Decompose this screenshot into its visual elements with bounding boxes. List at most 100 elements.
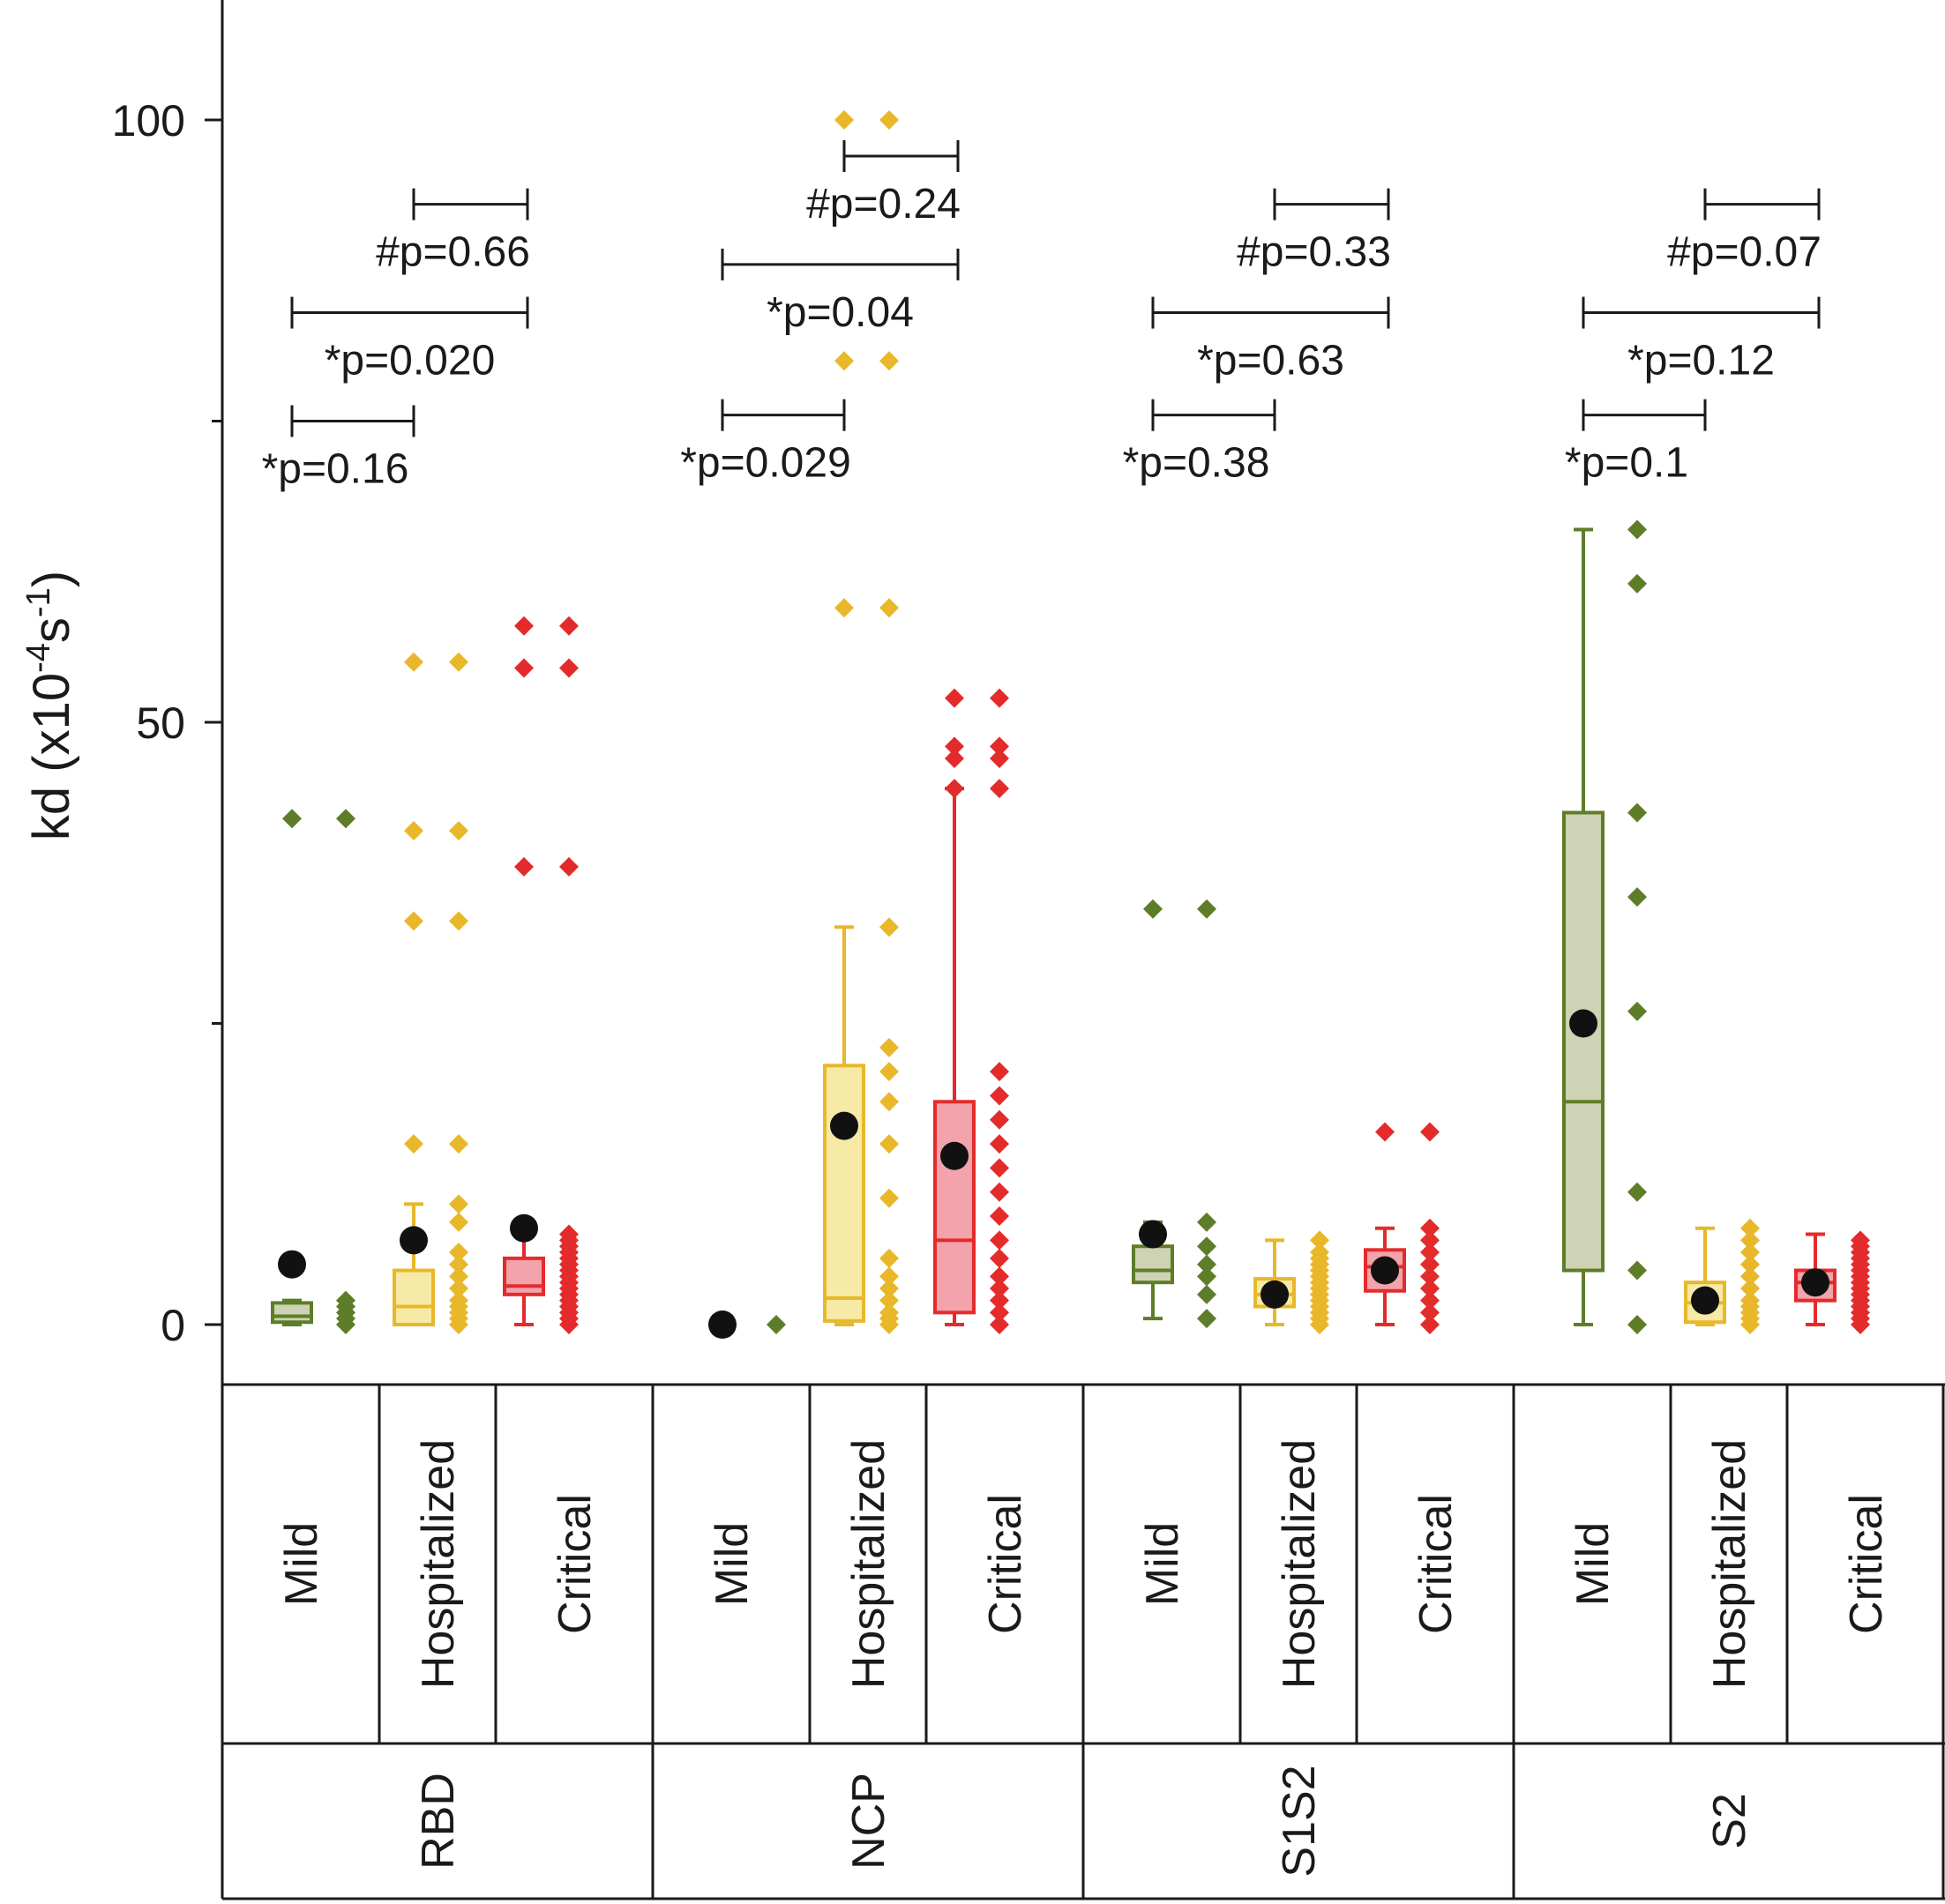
data-point xyxy=(990,1062,1009,1082)
comparison-bracket: *p=0.1 xyxy=(1565,399,1707,487)
group-s2-hospitalized: Hospitalized xyxy=(1684,1218,1760,1689)
group-s1s2-critical: Critical xyxy=(1364,1122,1462,1634)
data-point xyxy=(990,1086,1009,1106)
y-axis-title-end: ) xyxy=(23,571,80,587)
data-point xyxy=(990,1248,1009,1268)
outlier-point xyxy=(990,688,1009,708)
data-point xyxy=(879,1092,899,1112)
data-point xyxy=(449,1290,468,1310)
data-point xyxy=(1197,1212,1216,1232)
data-point xyxy=(1627,519,1647,540)
data-point xyxy=(449,1212,468,1232)
y-tick-label: 0 xyxy=(161,1301,185,1350)
group-ncp-hospitalized: Hospitalized xyxy=(823,110,899,1689)
data-point xyxy=(990,1290,1009,1310)
antigen-section-rbd: RBD Mild Hospitalized Critical *p=0.16 *p=0.0… xyxy=(262,188,601,1870)
group-label: Hospitalized xyxy=(413,1439,464,1689)
y-axis-title: kd (x10-4s-1) xyxy=(20,571,80,840)
mean-marker xyxy=(1801,1268,1829,1297)
antigen-section-ncp: NCP Mild Hospitalized Critical *p=0.029 *p=0.… xyxy=(651,110,1031,1899)
group-s2-critical: Critical xyxy=(1794,1230,1892,1634)
data-point xyxy=(1420,1303,1440,1323)
p-value-label: *p=0.020 xyxy=(325,338,496,385)
outlier-point xyxy=(990,748,1009,768)
y-axis-title-mid: s xyxy=(23,617,80,643)
outlier-point xyxy=(1197,899,1216,919)
data-point xyxy=(1420,1266,1440,1287)
data-point xyxy=(1740,1230,1760,1251)
iqr-box xyxy=(393,1268,435,1327)
data-point xyxy=(879,1266,899,1287)
data-point xyxy=(1197,1236,1216,1257)
data-point xyxy=(1627,573,1647,594)
data-point xyxy=(990,1230,1009,1251)
outlier-point xyxy=(945,688,964,708)
data-point xyxy=(879,1248,899,1268)
data-point xyxy=(1420,1315,1440,1334)
p-value-label: #p=0.33 xyxy=(1237,229,1391,276)
group-s2-mild: Mild xyxy=(1562,519,1647,1606)
y-axis-title-base: kd (x10 xyxy=(23,673,80,840)
outlier-point xyxy=(404,911,423,931)
data-point xyxy=(1627,1260,1647,1281)
comparison-bracket: #p=0.07 xyxy=(1667,188,1822,276)
antigen-label: S2 xyxy=(1704,1793,1755,1849)
mean-marker xyxy=(940,1141,969,1170)
outlier-point xyxy=(945,748,964,768)
outlier-point xyxy=(559,856,579,877)
p-value-label: *p=0.029 xyxy=(680,440,851,487)
data-point xyxy=(879,1279,899,1299)
data-point xyxy=(1627,1182,1647,1202)
data-point xyxy=(1740,1266,1760,1287)
outlier-point xyxy=(1143,899,1163,919)
data-point xyxy=(990,1134,1009,1154)
outlier-point xyxy=(404,652,423,672)
data-point xyxy=(1420,1243,1440,1263)
data-point xyxy=(1197,1309,1216,1329)
group-rbd-critical: Critical xyxy=(503,616,601,1634)
antigen-label: NCP xyxy=(843,1773,894,1870)
comparison-bracket: #p=0.66 xyxy=(376,188,530,276)
data-point xyxy=(1740,1254,1760,1274)
mean-marker xyxy=(830,1111,858,1140)
data-point xyxy=(879,1290,899,1310)
data-point xyxy=(449,1279,468,1299)
p-value-label: *p=0.38 xyxy=(1123,440,1270,487)
comparison-bracket: *p=0.12 xyxy=(1582,296,1821,385)
outlier-point xyxy=(559,616,579,636)
outlier-point xyxy=(1420,1122,1440,1142)
y-tick-label: 100 xyxy=(112,96,185,146)
data-point xyxy=(879,1188,899,1208)
comparison-bracket: #p=0.33 xyxy=(1237,188,1391,276)
outlier-point xyxy=(282,809,302,829)
p-value-label: *p=0.04 xyxy=(767,289,914,336)
data-point xyxy=(559,1224,579,1244)
group-label: Mild xyxy=(276,1522,327,1606)
data-point xyxy=(1627,1315,1647,1334)
group-label: Hospitalized xyxy=(1704,1439,1755,1689)
outlier-point xyxy=(336,809,355,829)
antigen-section-s2: S2 Mild Hospitalized Critical *p=0.1 *p=0.12 #… xyxy=(1512,188,1892,1899)
y-axis-title-exp1: -4 xyxy=(20,643,57,673)
data-point xyxy=(879,1062,899,1082)
outlier-point xyxy=(404,1134,423,1154)
data-point xyxy=(1627,803,1647,823)
outlier-point xyxy=(514,658,534,678)
outlier-point xyxy=(834,351,854,371)
data-point xyxy=(990,1206,1009,1227)
group-ncp-critical: Critical xyxy=(933,688,1031,1634)
iqr-box xyxy=(823,1064,865,1323)
p-value-label: #p=0.07 xyxy=(1667,229,1822,276)
mean-marker xyxy=(1371,1256,1399,1285)
antigen-label: RBD xyxy=(413,1773,464,1870)
group-label: Critical xyxy=(980,1494,1031,1634)
data-point xyxy=(449,1266,468,1287)
outlier-point xyxy=(834,110,854,130)
comparison-bracket: #p=0.24 xyxy=(806,139,961,228)
iqr-box xyxy=(271,1301,313,1325)
data-point xyxy=(767,1315,786,1334)
outlier-point xyxy=(404,820,423,840)
data-point xyxy=(990,1315,1009,1334)
data-point xyxy=(879,1303,899,1323)
